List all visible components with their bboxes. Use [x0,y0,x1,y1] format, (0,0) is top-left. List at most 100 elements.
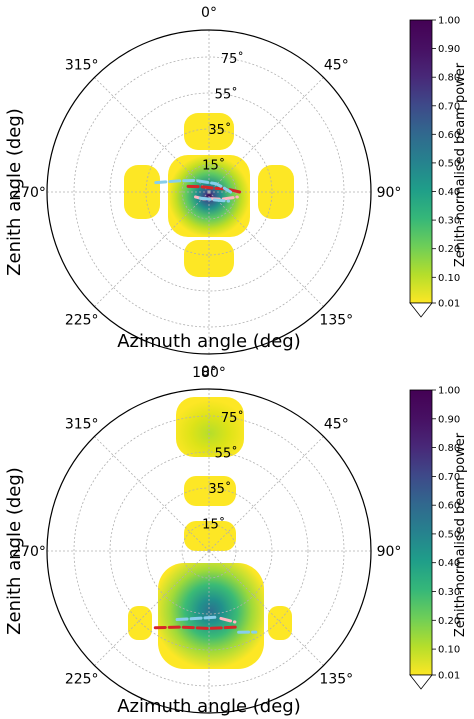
y-axis-label: Zenith angle (deg) [4,108,25,276]
lobe-west [124,165,160,219]
colorbar-tick-label: 0.80 [438,443,460,454]
lobe-north-outer [176,397,244,457]
grid-spoke [208,191,324,307]
colorbar-tick-label: 0.80 [438,73,460,84]
colorbar-tick-label: 0.90 [438,414,460,425]
azimuth-tick-label: 270° [12,185,46,201]
grid-ring [109,451,309,651]
grid-ring [145,128,273,256]
azimuth-tick-label: 45° [324,58,349,74]
azimuth-tick-label: 270° [12,544,46,560]
colorbar-tick-label: 0.60 [438,501,460,512]
grid-spoke [94,77,210,193]
azimuth-tick-label: 315° [65,58,99,74]
colorbar-tick-label: 0.60 [438,130,460,141]
grid-spoke [94,191,210,307]
colorbar-label: Zenith-normalised beam power [453,62,468,267]
colorbar-tick-label: 0.10 [438,645,460,656]
zenith-tick-label: 35˚ [208,122,231,138]
azimuth-tick-label: 135° [319,312,353,328]
colorbar-tick-label: 0.40 [438,558,460,569]
zenith-tick-label: 15˚ [202,157,225,173]
colorbar-ticks: 1.00 0.90 0.80 0.70 0.60 0.50 0.40 0.30 0.20 0.10… [432,16,460,310]
track-line [153,625,239,630]
tracks [154,178,242,203]
lobe-southeast [268,606,292,640]
azimuth-tick-label: 225° [65,671,99,687]
colorbar-tick-label: 0.01 [438,671,460,682]
grid-ring [73,415,345,687]
main-beam [158,563,264,669]
azimuth-tick-label: 135° [319,671,353,687]
colorbar-label: Zenith-normalised beam power [453,432,468,637]
colorbar-tick-label: 0.50 [438,158,460,169]
colorbar-tick-label: 0.20 [438,244,460,255]
lobe-south [184,240,234,277]
grid-ring [145,487,273,615]
colorbar-tick-label: 0.70 [438,101,460,112]
track-line [198,196,231,203]
polar-grid [47,30,371,354]
colorbar-extend-arrow [409,674,433,690]
colorbar-tick-label: 0.50 [438,529,460,540]
polar-plot-bottom: 0° 45° 90° 135° 180° 225° 270° 315° 15˚ 35˚ 55˚ 75… [4,364,468,717]
azimuth-tick-labels: 0° 45° 90° 135° 180° 225° 270° 315° [12,364,402,687]
colorbar-tick-label: 0.20 [438,616,460,627]
azimuth-tick-label: 0° [201,5,217,21]
lobe-north-inner [184,476,236,506]
track-line [154,178,233,194]
x-axis-label: Azimuth angle (deg) [117,696,301,717]
colorbar-gradient [409,19,433,304]
colorbar-tick-label: 0.10 [438,273,460,284]
x-axis-label: Azimuth angle (deg) [117,331,301,352]
azimuth-tick-label: 180° [192,365,226,381]
track-line [175,615,217,621]
colorbar-ticks: 1.00 0.90 0.80 0.70 0.60 0.50 0.40 0.30 0.20 0.10… [432,386,460,682]
grid-spoke [94,436,210,552]
colorbar-tick-label: 0.40 [438,187,460,198]
grid-ring [73,56,345,328]
tracks [153,615,258,634]
zenith-tick-labels: 15˚ 35˚ 55˚ 75˚ [202,51,244,173]
colorbar-extend-arrow [409,302,433,318]
zenith-tick-label: 75˚ [221,51,244,67]
colorbar: 1.00 0.90 0.80 0.70 0.60 0.50 0.40 0.30 0.20 0.10… [409,16,468,318]
zenith-tick-label: 55˚ [215,87,238,103]
grid-ring [181,523,237,579]
colorbar-tick-label: 0.30 [438,216,460,227]
y-axis-label: Zenith angle (deg) [4,467,25,635]
colorbar: 1.00 0.90 0.80 0.70 0.60 0.50 0.40 0.30 0.20 0.10… [409,386,468,690]
colorbar-tick-label: 0.01 [438,299,460,310]
colorbar-tick-label: 0.70 [438,472,460,483]
grid-spoke [208,77,324,193]
azimuth-tick-labels: 0° 45° 90° 135° 180° 225° 270° 315° [12,5,401,381]
polar-grid [47,389,371,713]
polar-frame [46,29,372,355]
grid-spoke [208,550,324,666]
colorbar-tick-label: 1.00 [438,16,460,27]
lobe-center [184,521,236,551]
polar-plot-top: 0° 45° 90° 135° 180° 225° 270° 315° 15˚ 35˚ 55˚ 75… [4,5,468,381]
grid-spoke [208,436,324,552]
azimuth-tick-label: 45° [324,417,349,433]
zenith-tick-labels: 15˚ 35˚ 55˚ 75˚ [202,410,244,532]
track-line [219,616,237,624]
azimuth-tick-label: 0° [201,364,217,380]
colorbar-tick-label: 0.30 [438,587,460,598]
grid-ring [109,92,309,292]
polar-frame [46,388,372,714]
azimuth-tick-label: 315° [65,417,99,433]
zenith-tick-label: 55˚ [215,446,238,462]
lobe-east [258,165,294,219]
grid-spoke [94,550,210,666]
zenith-tick-label: 15˚ [202,516,225,532]
azimuth-tick-label: 225° [65,312,99,328]
colorbar-tick-label: 1.00 [438,386,460,397]
colorbar-gradient [409,389,433,676]
zenith-tick-label: 75˚ [221,410,244,426]
azimuth-tick-label: 90° [377,544,402,560]
colorbar-tick-label: 0.90 [438,44,460,55]
beam-map [128,397,292,669]
zenith-tick-label: 35˚ [208,481,231,497]
